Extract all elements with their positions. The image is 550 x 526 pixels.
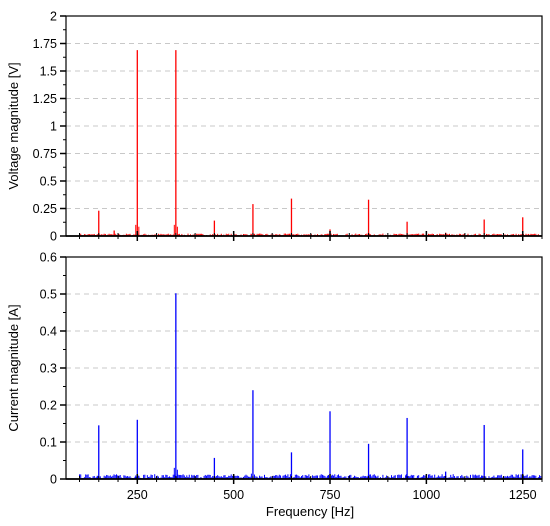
current-y-tick-label: 0.3 [40, 362, 57, 376]
current-y-tick-label: 0.2 [40, 399, 57, 413]
current-y-tick-label: 0.6 [40, 251, 57, 265]
current-x-tick-label: 250 [127, 488, 148, 502]
voltage-y-tick-label: 1.5 [40, 65, 57, 79]
current-y-tick-label: 0.5 [40, 288, 57, 302]
voltage-y-axis-label: Voltage magnitude [V] [6, 62, 21, 189]
current-x-tick-label: 750 [320, 488, 341, 502]
voltage-y-tick-label: 1.25 [33, 92, 57, 106]
voltage-y-tick-label: 0.5 [40, 175, 57, 189]
current-panel: 0 0.1 0.2 0.3 0.4 0.5 0.6 250 500 750 1000 1250 Freq… [6, 251, 543, 519]
voltage-y-tick-label: 0.25 [33, 202, 57, 216]
current-y-tick-label: 0 [50, 473, 57, 487]
voltage-y-tick-label: 0 [50, 230, 57, 244]
voltage-y-tick-label: 1.75 [33, 37, 57, 51]
current-y-tick-label: 0.1 [40, 436, 57, 450]
current-x-tick-label: 1000 [412, 488, 440, 502]
voltage-y-tick-label: 0.75 [33, 147, 57, 161]
voltage-y-tick-label: 1 [50, 120, 57, 134]
voltage-y-tick-label: 2 [50, 10, 57, 24]
current-y-tick-label: 0.4 [40, 325, 57, 339]
current-x-tick-label: 500 [223, 488, 244, 502]
current-y-axis-label: Current magnitude [A] [6, 304, 21, 431]
voltage-panel: 0 0.25 0.5 0.75 1 1.25 1.5 1.75 2 Voltage magnitu… [6, 10, 543, 244]
x-axis-label: Frequency [Hz] [266, 504, 354, 519]
current-x-tick-label: 1250 [509, 488, 537, 502]
